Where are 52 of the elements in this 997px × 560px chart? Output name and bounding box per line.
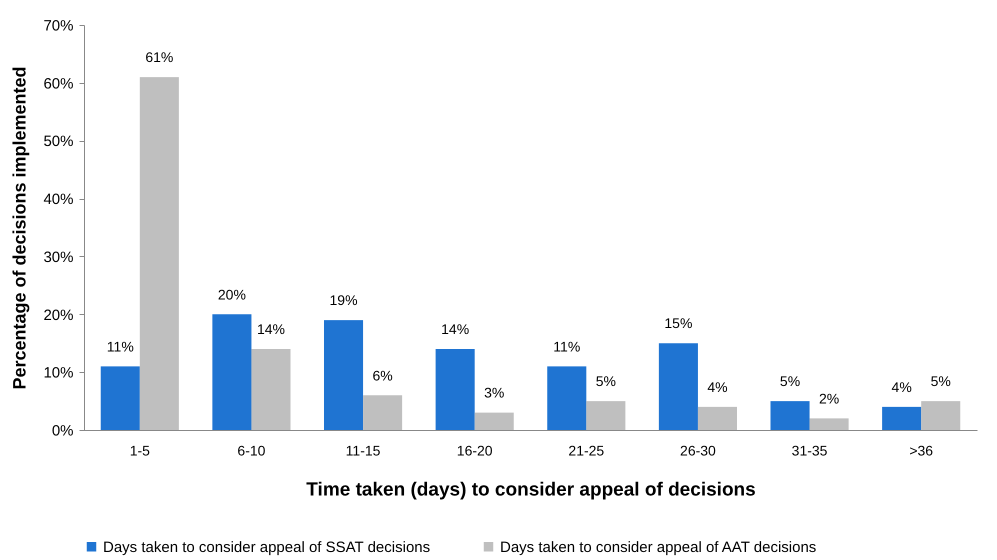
bar: [770, 401, 810, 430]
bar: [921, 401, 960, 430]
data-label: 6%: [372, 367, 393, 384]
data-label: 3%: [484, 384, 504, 401]
y-axis-title: Percentage of decisions implemented: [9, 66, 30, 390]
bar: [324, 320, 364, 430]
bar: [212, 314, 252, 430]
bar: [547, 366, 586, 430]
data-label: 11%: [106, 338, 134, 354]
x-tick-label: 1-5: [130, 442, 150, 458]
y-tick-label: 40%: [43, 191, 74, 208]
bar: [586, 401, 626, 430]
bar: [251, 349, 291, 430]
x-tick-label: 26-30: [680, 442, 716, 458]
bar: [140, 77, 179, 430]
x-tick-label: 21-25: [568, 442, 604, 458]
x-tick-label: 16-20: [456, 442, 493, 458]
data-label: 11%: [553, 338, 580, 354]
y-tick-label: 20%: [43, 306, 74, 324]
y-tick-label: 30%: [43, 248, 74, 266]
x-axis-title: Time taken (days) to consider appeal of decisions: [306, 480, 756, 500]
data-label: 61%: [145, 49, 174, 66]
y-tick-label: 70%: [43, 18, 74, 34]
bar: [100, 366, 140, 430]
bar: [698, 406, 738, 430]
bar: [882, 406, 922, 430]
data-label: 14%: [256, 321, 285, 337]
x-tick-label: 31-35: [792, 442, 828, 458]
data-label: 2%: [818, 390, 840, 406]
data-label: 19%: [330, 292, 358, 308]
data-label: 20%: [218, 286, 246, 302]
legend-label: Days taken to consider appeal of SSAT decisions: [103, 538, 430, 556]
data-label: 4%: [707, 378, 728, 395]
x-tick-label: 6-10: [237, 442, 266, 458]
y-tick-label: 0%: [52, 422, 74, 440]
y-tick-label: 50%: [43, 133, 74, 150]
data-label: 4%: [892, 378, 912, 395]
bar: [363, 395, 402, 430]
y-tick-label: 10%: [43, 364, 74, 382]
data-label: 15%: [664, 315, 692, 332]
bar: [658, 343, 698, 430]
legend-label: Days taken to consider appeal of AAT decisions: [500, 538, 816, 556]
data-label: 5%: [596, 373, 616, 390]
data-label: 14%: [441, 321, 470, 337]
x-tick-label: 11-15: [346, 442, 381, 458]
bar: [810, 418, 849, 430]
y-tick-label: 60%: [43, 75, 74, 92]
data-label: 5%: [930, 373, 951, 390]
x-tick-label: >36: [909, 442, 934, 458]
bar: [436, 349, 475, 430]
bar: [474, 412, 514, 430]
data-label: 5%: [780, 373, 800, 390]
